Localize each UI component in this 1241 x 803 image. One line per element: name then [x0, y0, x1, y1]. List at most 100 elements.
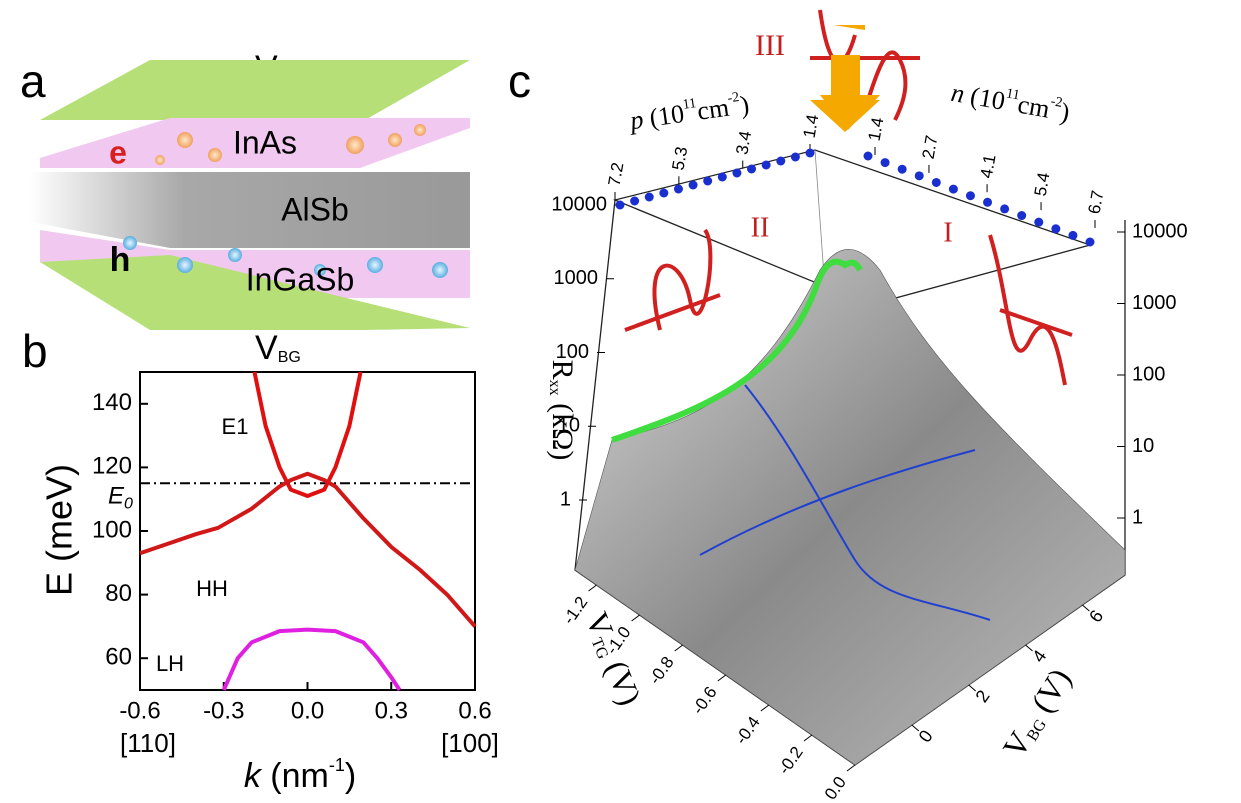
x-tick-label: -0.6 — [119, 697, 160, 724]
density-dot — [948, 184, 958, 194]
arrow-marker — [810, 55, 880, 132]
density-dot — [1085, 237, 1095, 247]
density-dot — [805, 148, 815, 158]
z-tick-label: 10000 — [1132, 220, 1188, 242]
density-dot — [776, 156, 786, 166]
contour-line — [699, 384, 991, 621]
x-tick — [760, 704, 770, 712]
y-tick-label: 140 — [92, 389, 132, 416]
curve-label: LH — [156, 651, 184, 676]
region-label: I — [943, 217, 952, 248]
y-tick — [911, 724, 920, 732]
density-dot — [717, 172, 727, 182]
n-tick-label: 4.1 — [977, 153, 1000, 180]
band-sketch — [988, 234, 1073, 386]
bottom-gate-plate — [40, 255, 470, 330]
x-tick-label: 0.0 — [291, 697, 324, 724]
x-tick — [674, 644, 683, 652]
layer-label: InGaSb — [246, 261, 355, 297]
p-tick-label: 3.4 — [732, 129, 755, 156]
region-label: II — [751, 212, 770, 243]
direction-label: [100] — [441, 728, 499, 758]
y-axis-label: VBG (V) — [996, 662, 1078, 764]
y-tick-label: 6 — [1085, 606, 1107, 626]
plot-frame — [139, 371, 476, 691]
x-axis-label: VTG (V) — [579, 607, 649, 710]
panel-b: b E (meV) k (nm-1) [110] [100] — [22, 325, 499, 795]
x-tick-label: -0.8 — [645, 653, 677, 688]
z-tick-label: 1000 — [554, 267, 599, 289]
curve-label: E1 — [222, 414, 249, 439]
y-tick-label: 2 — [971, 686, 993, 706]
p-tick-label: 7.2 — [605, 161, 628, 188]
density-dot — [897, 164, 907, 174]
density-dot — [983, 197, 993, 207]
density-dot — [630, 196, 640, 206]
z-tick-label: 1000 — [1132, 292, 1177, 314]
y-tick — [1025, 644, 1033, 652]
p-tick-label: 5.3 — [669, 145, 692, 172]
density-dot — [1051, 224, 1061, 234]
x-tick — [846, 764, 856, 772]
electrons — [155, 124, 426, 165]
z-tick-label: 1 — [560, 488, 571, 510]
x-axis-label: k (nm-1) — [244, 755, 356, 795]
hole-label: h — [110, 241, 131, 279]
top-gate-plate — [40, 60, 470, 120]
x-tick — [717, 674, 727, 682]
band-sketch — [624, 228, 721, 332]
y-tick — [968, 684, 977, 692]
panel-label: a — [20, 55, 46, 107]
density-dot — [703, 176, 713, 186]
panel-label: b — [22, 325, 48, 377]
y-axis-label: E (meV) — [39, 464, 80, 596]
holes — [123, 236, 448, 278]
z-tick-label: 100 — [1132, 363, 1165, 385]
density-dot — [732, 168, 742, 178]
z-tick-label: 100 — [556, 341, 589, 363]
inas-layer — [40, 118, 470, 168]
x-tick — [631, 614, 640, 622]
panel-a: a VTG InAs AlSb InGaSb e h VBG — [20, 49, 470, 367]
x-tick — [803, 734, 813, 742]
density-dot — [688, 180, 698, 190]
z-tick-label: 10000 — [551, 193, 607, 215]
density-dot — [863, 151, 873, 161]
layer-label: InAs — [233, 124, 297, 160]
z-tick-label: 10 — [1132, 435, 1154, 457]
x-tick-label: 0.0 — [821, 773, 850, 803]
reference-label: E0 — [108, 483, 133, 513]
x-tick-label: -0.3 — [203, 697, 244, 724]
n-tick-label: 6.7 — [1085, 189, 1108, 216]
region-label: III — [755, 29, 785, 62]
direction-label: [110] — [120, 728, 176, 758]
x-tick — [588, 584, 597, 592]
density-dot — [1000, 204, 1010, 214]
electron-label: e — [109, 134, 127, 170]
panel-label: c — [508, 55, 531, 107]
x-tick-label: -0.2 — [775, 743, 807, 778]
y-tick-label: 100 — [92, 516, 132, 543]
curve-label: HH — [196, 576, 228, 601]
y-tick-label: 80 — [105, 580, 132, 607]
density-dot — [965, 191, 975, 201]
curve — [221, 627, 402, 692]
density-dot — [659, 188, 669, 198]
n-tick-label: 1.4 — [865, 116, 888, 143]
density-dot — [790, 152, 800, 162]
y-tick-label: 60 — [105, 644, 132, 671]
density-dot — [615, 200, 625, 210]
density-dot — [761, 160, 771, 170]
density-dot — [914, 171, 924, 181]
z-tick-label: 10 — [558, 415, 580, 437]
x-tick-label: -0.4 — [731, 713, 763, 748]
x-tick-label: -0.6 — [688, 683, 720, 718]
z-axis-label: Rxx (kΩ) — [546, 360, 579, 461]
x-tick-label: 0.3 — [375, 697, 408, 724]
y-tick-label: 120 — [92, 453, 132, 480]
density-dot — [931, 177, 941, 187]
gate-label: VBG — [255, 329, 301, 367]
density-dot — [1068, 230, 1078, 240]
